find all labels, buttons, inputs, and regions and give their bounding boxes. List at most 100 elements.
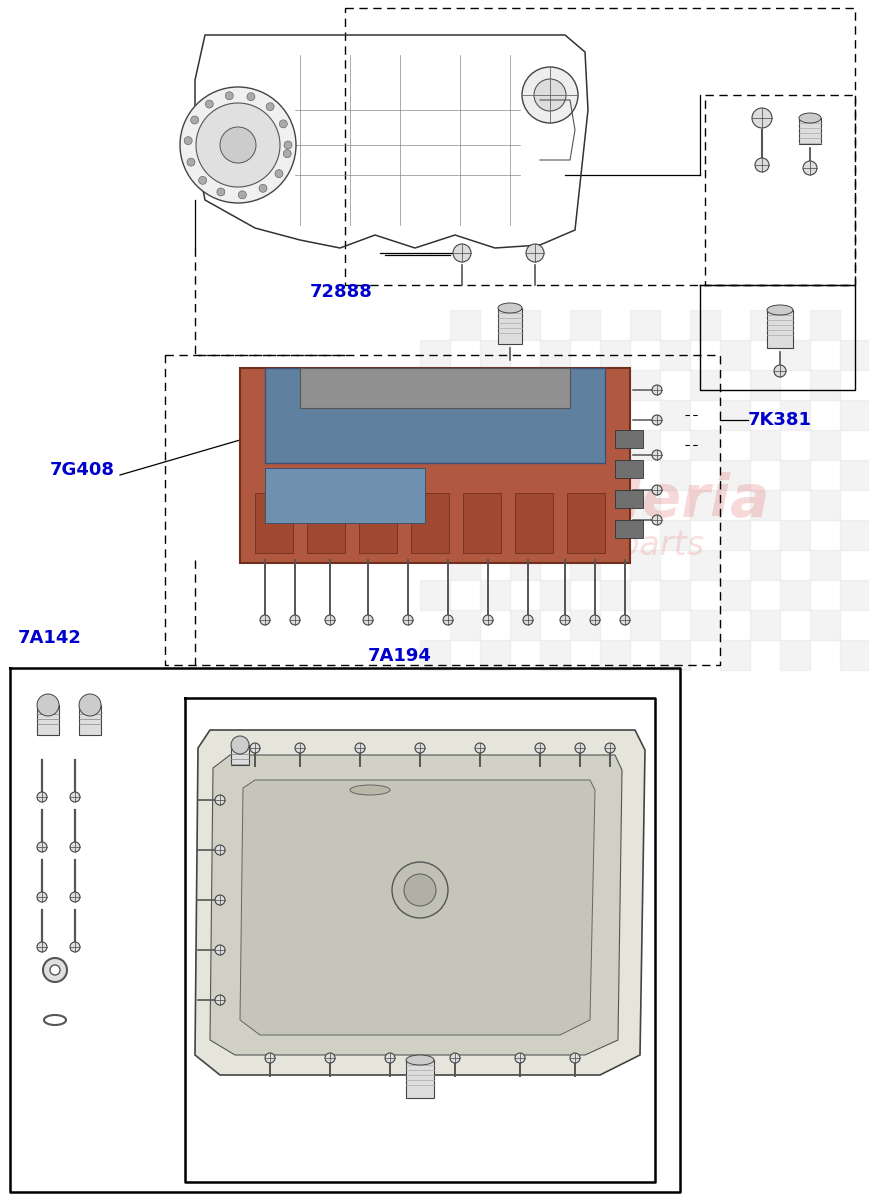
Circle shape xyxy=(604,743,614,754)
Bar xyxy=(509,430,540,460)
Bar xyxy=(410,493,448,553)
Circle shape xyxy=(215,946,225,955)
Circle shape xyxy=(247,92,255,101)
Bar xyxy=(689,610,720,640)
Bar xyxy=(480,460,509,490)
Circle shape xyxy=(402,614,413,625)
Circle shape xyxy=(651,385,661,395)
Text: 7A194: 7A194 xyxy=(368,647,431,665)
Circle shape xyxy=(260,614,269,625)
Bar xyxy=(540,580,569,610)
Bar xyxy=(37,704,59,734)
Bar xyxy=(749,610,779,640)
Bar xyxy=(265,368,604,463)
Bar xyxy=(839,460,869,490)
Bar xyxy=(514,493,553,553)
Ellipse shape xyxy=(349,785,389,794)
Circle shape xyxy=(295,743,305,754)
Circle shape xyxy=(259,185,267,192)
Bar xyxy=(629,610,660,640)
Bar xyxy=(809,430,839,460)
Bar xyxy=(720,520,749,550)
Bar xyxy=(689,310,720,340)
Bar xyxy=(614,520,642,538)
Text: 7G408: 7G408 xyxy=(50,461,115,479)
Circle shape xyxy=(231,736,249,754)
Circle shape xyxy=(560,614,569,625)
Circle shape xyxy=(198,176,207,185)
Bar xyxy=(749,490,779,520)
Bar xyxy=(540,400,569,430)
Circle shape xyxy=(238,191,246,199)
Bar xyxy=(359,493,396,553)
Circle shape xyxy=(43,958,67,982)
Circle shape xyxy=(187,158,195,166)
Bar xyxy=(660,580,689,610)
Bar xyxy=(720,640,749,670)
Circle shape xyxy=(385,1054,395,1063)
Circle shape xyxy=(574,743,584,754)
Bar xyxy=(629,490,660,520)
Bar xyxy=(480,520,509,550)
Bar xyxy=(406,1060,434,1098)
Circle shape xyxy=(325,1054,335,1063)
Text: car parts: car parts xyxy=(554,528,704,562)
Text: 7K381: 7K381 xyxy=(747,410,811,428)
Circle shape xyxy=(482,614,493,625)
Bar xyxy=(839,340,869,370)
Bar xyxy=(420,400,449,430)
Bar xyxy=(660,520,689,550)
Polygon shape xyxy=(209,755,621,1055)
Bar xyxy=(449,310,480,340)
Circle shape xyxy=(50,965,60,974)
Circle shape xyxy=(265,1054,275,1063)
Bar xyxy=(449,370,480,400)
Bar xyxy=(660,640,689,670)
Bar xyxy=(749,430,779,460)
Ellipse shape xyxy=(798,113,820,122)
Bar xyxy=(839,640,869,670)
Bar xyxy=(779,520,809,550)
Circle shape xyxy=(362,614,373,625)
Circle shape xyxy=(279,120,287,128)
Bar xyxy=(79,704,101,734)
Circle shape xyxy=(415,743,425,754)
Text: 72888: 72888 xyxy=(309,283,373,301)
Circle shape xyxy=(180,86,295,203)
Circle shape xyxy=(325,614,335,625)
Circle shape xyxy=(79,694,101,716)
Ellipse shape xyxy=(497,302,521,313)
Circle shape xyxy=(534,743,544,754)
Circle shape xyxy=(70,842,80,852)
Bar xyxy=(629,310,660,340)
Circle shape xyxy=(283,140,292,149)
Circle shape xyxy=(196,103,280,187)
Bar xyxy=(749,550,779,580)
Bar xyxy=(480,340,509,370)
Circle shape xyxy=(275,169,282,178)
Bar xyxy=(420,640,449,670)
Circle shape xyxy=(37,892,47,902)
Circle shape xyxy=(225,91,233,100)
Bar xyxy=(449,550,480,580)
Circle shape xyxy=(37,942,47,952)
Bar xyxy=(509,370,540,400)
Circle shape xyxy=(802,161,816,175)
Circle shape xyxy=(514,1054,524,1063)
Ellipse shape xyxy=(406,1055,434,1066)
Circle shape xyxy=(215,995,225,1006)
Circle shape xyxy=(651,515,661,526)
Circle shape xyxy=(651,485,661,494)
Bar xyxy=(720,580,749,610)
Circle shape xyxy=(283,150,291,157)
Bar xyxy=(749,370,779,400)
Bar xyxy=(809,490,839,520)
Bar xyxy=(629,430,660,460)
Bar xyxy=(720,340,749,370)
Circle shape xyxy=(526,244,543,262)
Bar xyxy=(480,580,509,610)
Bar xyxy=(240,368,629,563)
Bar xyxy=(540,460,569,490)
Polygon shape xyxy=(195,730,644,1075)
Circle shape xyxy=(453,244,470,262)
